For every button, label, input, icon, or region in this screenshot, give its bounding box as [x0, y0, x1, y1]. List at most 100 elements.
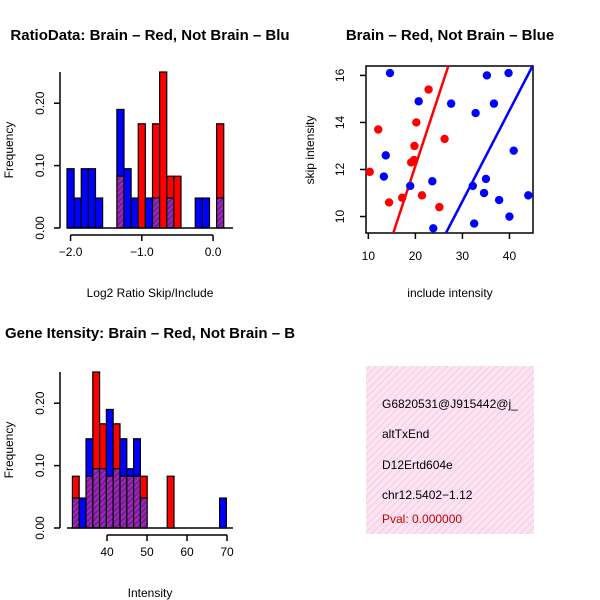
intensity-bar-not-brain	[126, 468, 135, 477]
scatter-point-brain	[435, 202, 444, 212]
ratio-bar-not-brain	[66, 168, 75, 229]
ratio-axes: −2.0 −1.0 0.0 0.00 0.10 0.20	[33, 72, 222, 259]
ratio-bar-not-brain	[73, 197, 82, 229]
scatter-fit-lines	[392, 65, 534, 234]
intensity-bars	[67, 371, 233, 529]
scatter-x-tick-label: 30	[456, 249, 470, 263]
intensity-bar-overlap	[126, 475, 135, 529]
scatter-y-tick-label: 10	[333, 210, 347, 224]
scatter-point-brain	[410, 141, 419, 151]
scatter-point-brain	[424, 85, 433, 94]
scatter-y-tick-label: 14	[333, 115, 347, 129]
scatter-x-tick-label: 20	[409, 249, 423, 263]
intensity-bar-brain	[166, 475, 175, 529]
intensity-bar-overlap	[119, 475, 128, 529]
scatter-point-not-brain	[429, 224, 438, 233]
scatter-point-brain	[409, 155, 419, 165]
info-gene-name: D12Ertd604e	[382, 458, 453, 472]
ratio-x-tick-label: −2.0	[59, 245, 83, 259]
scatter-point-not-brain	[446, 99, 456, 108]
intensity-bar-not-brain	[119, 438, 128, 477]
info-event-id: G6820531@J915442@j_	[382, 397, 518, 411]
scatter-point-not-brain	[524, 191, 533, 200]
scatter-point-not-brain	[482, 71, 492, 80]
intensity-ylabel: Frequency	[2, 422, 16, 479]
scatter-point-not-brain	[504, 68, 513, 78]
info-location: chr12.5402−1.12	[382, 488, 473, 502]
ratio-bars	[66, 71, 233, 229]
ratio-bar-not-brain	[80, 168, 89, 229]
intensity-histogram-panel: Gene Itensity: Brain – Red, Not Brain – …	[2, 325, 295, 600]
intensity-xlabel: Intensity	[128, 586, 173, 600]
scatter-frame	[365, 65, 534, 234]
ratio-bar-not-brain	[87, 168, 97, 229]
intensity-bar-overlap	[112, 468, 121, 529]
scatter-fit-line-brain	[392, 65, 450, 234]
scatter-y-tick-label: 12	[333, 162, 347, 176]
ratio-bar-overlap	[151, 197, 161, 229]
intensity-bar-overlap	[105, 475, 114, 529]
ratio-bar-brain	[159, 71, 168, 229]
info-event-type: altTxEnd	[382, 427, 429, 441]
ratio-bar-brain	[166, 175, 175, 199]
ratio-bar-overlap	[166, 197, 175, 229]
scatter-point-not-brain	[428, 177, 437, 186]
scatter-points	[365, 68, 533, 233]
scatter-point-brain	[440, 134, 449, 144]
intensity-x-tick-label: 40	[100, 545, 114, 559]
scatter-point-brain	[365, 167, 374, 177]
ratio-bar-brain	[173, 175, 182, 229]
intensity-bar-not-brain	[219, 497, 228, 529]
intensity-x-tick-label: 50	[140, 545, 154, 559]
scatter-point-not-brain	[481, 174, 491, 184]
scatter-y-tick-label: 16	[333, 68, 347, 82]
scatter-point-brain	[384, 198, 394, 207]
ratio-bar-not-brain	[201, 197, 211, 229]
scatter-x-tick-label: 10	[362, 249, 376, 263]
scatter-point-not-brain	[379, 172, 389, 181]
scatter-point-not-brain	[494, 195, 504, 205]
ratio-title: RatioData: Brain – Red, Not Brain – Blu	[10, 27, 289, 44]
ratio-bar-not-brain	[94, 197, 104, 229]
scatter-point-brain	[417, 191, 427, 200]
intensity-x-tick-label: 70	[220, 545, 234, 559]
scatter-xlabel: include intensity	[407, 286, 492, 300]
intensity-y-tick-label: 0.00	[33, 516, 47, 540]
intensity-bar-overlap	[98, 468, 107, 529]
intensity-bar-overlap	[92, 468, 101, 529]
intensity-bar-not-brain	[85, 438, 94, 477]
scatter-title: Brain – Red, Not Brain – Blue	[346, 27, 554, 44]
scatter-point-not-brain	[381, 151, 390, 160]
scatter-x-tick-label: 40	[503, 249, 517, 263]
ratio-y-tick-label: 0.20	[33, 91, 47, 115]
intensity-bar-brain	[71, 475, 80, 499]
scatter-point-brain	[398, 193, 407, 202]
scatter-point-brain	[374, 125, 383, 134]
intensity-y-tick-label: 0.20	[33, 391, 47, 415]
scatter-point-not-brain	[489, 99, 499, 108]
scatter-panel: Brain – Red, Not Brain – Blue 10 20 30 40 10…	[303, 27, 554, 300]
ratio-bar-overlap	[116, 175, 125, 229]
info-pvalue: Pval: 0.000000	[382, 512, 462, 526]
intensity-bar-overlap	[133, 475, 142, 529]
ratio-y-tick-label: 0.00	[33, 216, 47, 240]
ratio-bar-brain	[137, 123, 146, 229]
scatter-point-not-brain	[505, 212, 514, 221]
scatter-point-not-brain	[385, 68, 395, 78]
info-box: G6820531@J915442@j_ altTxEnd D12Ertd604e…	[366, 366, 534, 534]
ratio-bar-not-brain	[130, 197, 139, 229]
intensity-y-tick-label: 0.10	[33, 454, 47, 478]
intensity-bar-not-brain	[78, 497, 87, 529]
scatter-fit-line-not-brain	[444, 65, 534, 234]
ratio-bar-not-brain	[194, 197, 203, 229]
ratio-bar-overlap	[216, 197, 225, 229]
intensity-bar-brain	[112, 423, 121, 470]
intensity-bar-brain	[139, 475, 148, 499]
scatter-point-not-brain	[479, 188, 489, 198]
intensity-bar-overlap	[139, 497, 148, 529]
intensity-bar-overlap	[71, 497, 80, 529]
ratio-histogram-panel: RatioData: Brain – Red, Not Brain – Blu …	[2, 27, 290, 300]
scatter-point-not-brain	[468, 181, 477, 191]
intensity-bar-not-brain	[105, 408, 114, 477]
